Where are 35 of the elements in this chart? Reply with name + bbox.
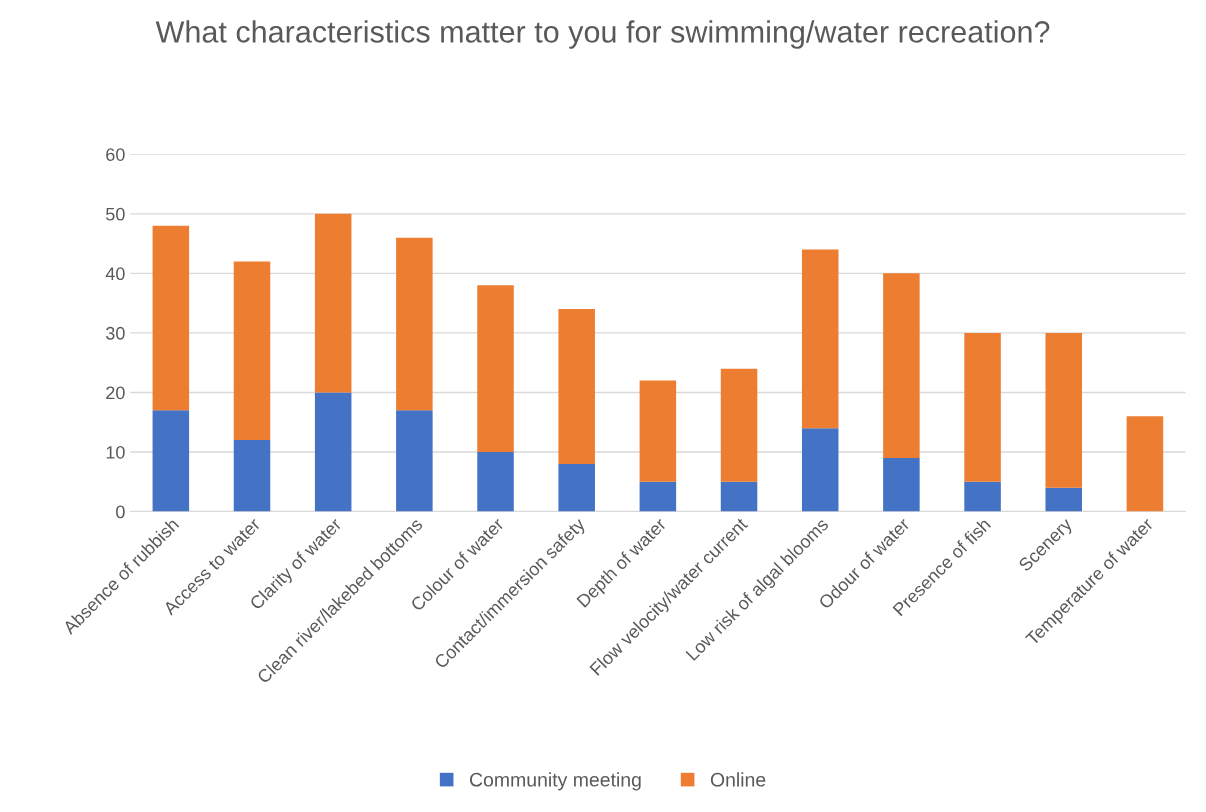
chart-title: What characteristics matter to you for swimming/water recreation? bbox=[155, 20, 1050, 49]
bar bbox=[801, 249, 839, 429]
y-tick-label: 30 bbox=[105, 326, 125, 340]
bar bbox=[314, 392, 352, 512]
y-tick-label: 50 bbox=[106, 207, 125, 221]
bar bbox=[639, 380, 677, 482]
y-tick-label: 60 bbox=[106, 148, 125, 161]
bar bbox=[477, 285, 514, 453]
bar bbox=[558, 309, 595, 464]
bar bbox=[233, 440, 271, 512]
bar bbox=[720, 481, 758, 512]
bar bbox=[152, 410, 190, 512]
legend-label: Community meeting bbox=[470, 772, 641, 791]
bar bbox=[883, 457, 920, 512]
y-tick-label: 40 bbox=[105, 267, 125, 281]
bar bbox=[477, 452, 514, 512]
bar bbox=[883, 273, 920, 458]
bar bbox=[396, 410, 433, 512]
y-tick-label: 10 bbox=[106, 445, 125, 459]
bar bbox=[639, 481, 677, 512]
bar bbox=[152, 225, 190, 411]
bar bbox=[233, 261, 271, 441]
bar bbox=[801, 428, 839, 512]
bar bbox=[558, 463, 595, 512]
bar bbox=[1126, 416, 1164, 512]
bar bbox=[314, 213, 352, 393]
bar bbox=[1045, 487, 1082, 512]
y-tick-label: 20 bbox=[106, 386, 125, 400]
y-tick-label: 0 bbox=[116, 505, 125, 519]
bar bbox=[964, 481, 1001, 512]
bar bbox=[1045, 332, 1082, 488]
legend-label: Online bbox=[710, 772, 766, 787]
bar bbox=[964, 332, 1001, 482]
bar bbox=[720, 368, 758, 482]
bar bbox=[396, 237, 433, 411]
